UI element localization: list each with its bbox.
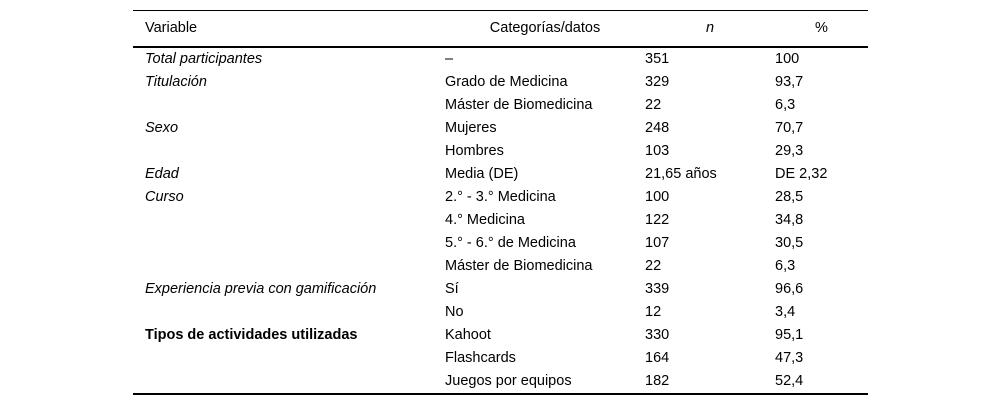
variable-cell	[133, 301, 445, 324]
variable-cell	[133, 347, 445, 370]
pct-cell: 3,4	[775, 304, 796, 321]
n-cell: 100	[645, 189, 670, 206]
header-pct: %	[775, 10, 868, 48]
pct-cell: 34,8	[775, 212, 804, 229]
pct-cell: 6,3	[775, 97, 796, 114]
variable-cell: Experiencia previa con gamificación	[145, 281, 377, 298]
n-cell: 182	[645, 373, 670, 390]
table-row: Sexo Mujeres 248 70,7	[133, 117, 868, 140]
n-cell: 351	[645, 51, 670, 68]
category-cell: Hombres	[445, 143, 504, 160]
category-cell: 2.° - 3.° Medicina	[445, 189, 556, 206]
pct-cell: 6,3	[775, 258, 796, 275]
variable-cell	[133, 140, 445, 163]
category-cell: 5.° - 6.° de Medicina	[445, 235, 576, 252]
n-cell: 103	[645, 143, 670, 160]
table-row: Total participantes – 351 100	[133, 47, 868, 71]
category-cell: Flashcards	[445, 350, 516, 367]
variable-cell	[133, 370, 445, 394]
table-row: Máster de Biomedicina 22 6,3	[133, 94, 868, 117]
variable-cell	[133, 255, 445, 278]
table-row: 4.° Medicina 122 34,8	[133, 209, 868, 232]
table-row: Tipos de actividades utilizadas Kahoot 3…	[133, 324, 868, 347]
category-cell: No	[445, 304, 464, 321]
category-cell: Máster de Biomedicina	[445, 258, 593, 275]
table-row: Hombres 103 29,3	[133, 140, 868, 163]
n-cell: 329	[645, 74, 670, 91]
table-row: Curso 2.° - 3.° Medicina 100 28,5	[133, 186, 868, 209]
header-variable: Variable	[133, 10, 445, 48]
n-cell: 107	[645, 235, 670, 252]
variable-cell: Titulación	[145, 74, 207, 91]
header-n: n	[645, 10, 775, 48]
table-row: Máster de Biomedicina 22 6,3	[133, 255, 868, 278]
n-cell: 339	[645, 281, 670, 298]
pct-cell: 30,5	[775, 235, 804, 252]
category-cell: Mujeres	[445, 120, 497, 137]
header-category: Categorías/datos	[445, 10, 645, 48]
pct-cell: 29,3	[775, 143, 804, 160]
pct-cell: 47,3	[775, 350, 804, 367]
pct-cell: 93,7	[775, 74, 804, 91]
n-cell: 21,65 años	[645, 166, 717, 183]
variable-cell	[133, 209, 445, 232]
n-cell: 164	[645, 350, 670, 367]
variable-cell: Total participantes	[145, 51, 263, 68]
n-cell: 12	[645, 304, 662, 321]
variable-cell	[133, 94, 445, 117]
table-body: Total participantes – 351 100 Titulación…	[133, 47, 868, 394]
pct-cell: 100	[775, 51, 800, 68]
n-cell: 22	[645, 258, 662, 275]
pct-cell: 70,7	[775, 120, 804, 137]
pct-cell: 52,4	[775, 373, 804, 390]
variable-cell: Curso	[145, 189, 184, 206]
table-row: Juegos por equipos 182 52,4	[133, 370, 868, 394]
table-row: 5.° - 6.° de Medicina 107 30,5	[133, 232, 868, 255]
variable-cell: Tipos de actividades utilizadas	[145, 327, 358, 344]
category-cell: Juegos por equipos	[445, 373, 572, 390]
n-cell: 22	[645, 97, 662, 114]
n-cell: 330	[645, 327, 670, 344]
category-cell: 4.° Medicina	[445, 212, 525, 229]
category-cell: Kahoot	[445, 327, 491, 344]
category-cell: Media (DE)	[445, 166, 519, 183]
pct-cell: 28,5	[775, 189, 804, 206]
category-cell: –	[445, 51, 454, 68]
pct-cell: DE 2,32	[775, 166, 828, 183]
category-cell: Sí	[445, 281, 459, 298]
category-cell: Grado de Medicina	[445, 74, 568, 91]
table-row: Edad Media (DE) 21,65 años DE 2,32	[133, 163, 868, 186]
header-row: Variable Categorías/datos n %	[133, 10, 868, 48]
table-row: No 12 3,4	[133, 301, 868, 324]
pct-cell: 96,6	[775, 281, 804, 298]
participants-table: Variable Categorías/datos n % Total part…	[133, 10, 868, 395]
table-header: Variable Categorías/datos n %	[133, 10, 868, 48]
pct-cell: 95,1	[775, 327, 804, 344]
variable-cell: Sexo	[145, 120, 179, 137]
variable-cell: Edad	[145, 166, 179, 183]
table-row: Flashcards 164 47,3	[133, 347, 868, 370]
table-row: Titulación Grado de Medicina 329 93,7	[133, 71, 868, 94]
n-cell: 248	[645, 120, 670, 137]
table-row: Experiencia previa con gamificación Sí 3…	[133, 278, 868, 301]
category-cell: Máster de Biomedicina	[445, 97, 593, 114]
variable-cell	[133, 232, 445, 255]
n-cell: 122	[645, 212, 670, 229]
